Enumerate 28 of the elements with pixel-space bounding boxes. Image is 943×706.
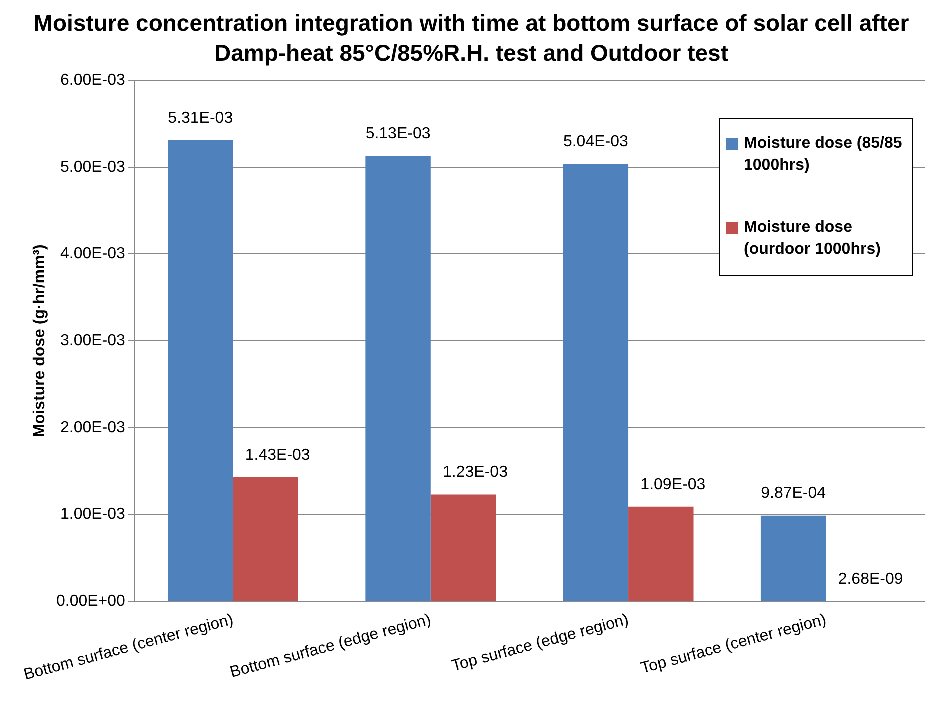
- data-label: 1.43E-03: [245, 446, 310, 464]
- chart-title: Moisture concentration integration with time at bottom surface of solar cell after Damp-heat 85°C/85%R.H. test and Outdoor test: [32, 9, 910, 68]
- data-label: 1.23E-03: [443, 464, 508, 482]
- bar: [430, 494, 496, 602]
- legend-label: Moisture dose (ourdoor 1000hrs): [744, 218, 882, 260]
- bar: [233, 477, 298, 602]
- y-tick-label: 0.00E+00: [56, 592, 126, 610]
- data-label: 5.04E-03: [563, 133, 628, 150]
- y-tick-label: 5.00E-03: [60, 158, 126, 176]
- y-tick-label: 4.00E-03: [60, 246, 126, 263]
- y-tick-label: 1.00E-03: [60, 506, 126, 524]
- data-label: 1.09E-03: [640, 476, 706, 494]
- y-tick-label: 3.00E-03: [60, 332, 126, 350]
- data-label: 2.68E-09: [838, 570, 904, 588]
- y-tick-label: 6.00E-03: [60, 72, 126, 90]
- bar: [760, 516, 826, 602]
- y-axis-title: Moisture dose (g·hr/mm³): [31, 244, 48, 438]
- x-tick-label: Top surface (center region): [639, 611, 828, 678]
- x-tick-label: Top surface (edge region): [450, 611, 631, 676]
- data-label: 5.31E-03: [168, 110, 234, 127]
- bar: [563, 164, 629, 602]
- bar: [366, 156, 431, 602]
- data-label: 5.13E-03: [366, 126, 431, 143]
- data-label: 9.87E-04: [761, 485, 826, 502]
- y-tick-label: 2.00E-03: [60, 419, 126, 436]
- bar: [628, 506, 694, 602]
- bar: [168, 140, 234, 602]
- legend-label: Moisture dose (85/85 1000hrs): [744, 134, 904, 176]
